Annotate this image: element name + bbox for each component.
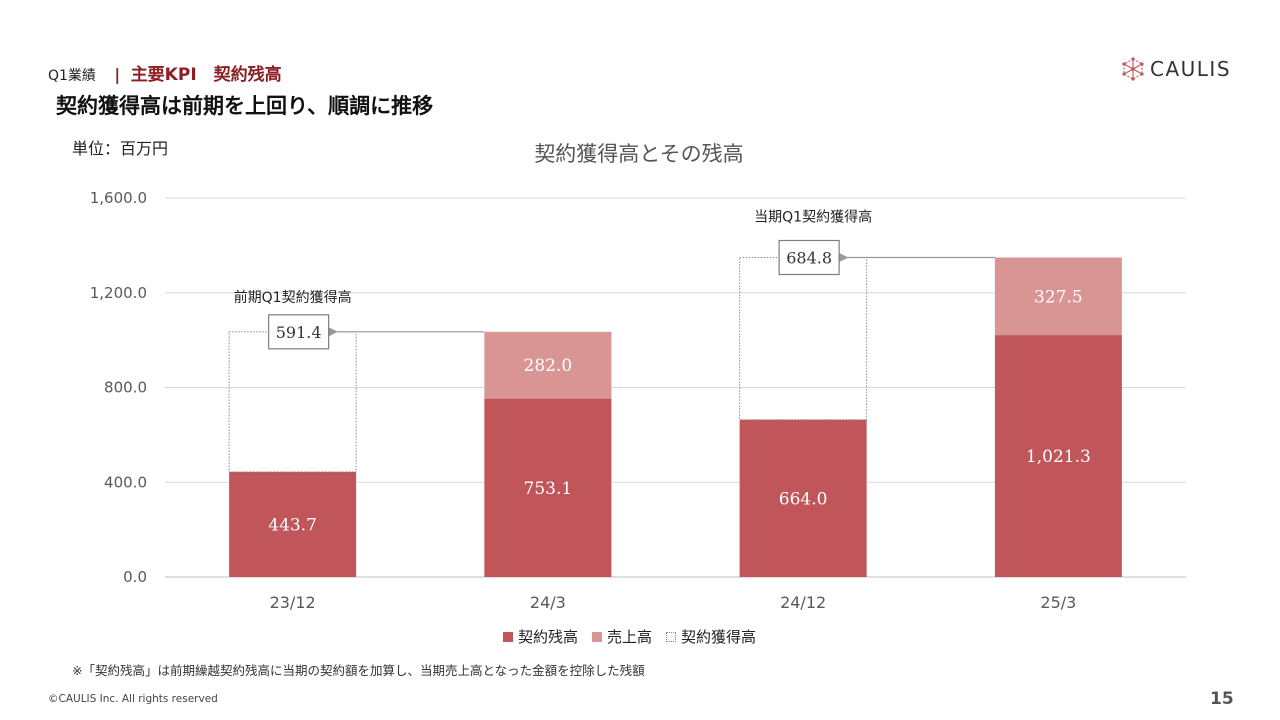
legend-label: 契約獲得高 xyxy=(681,628,757,646)
data-label: 327.5 xyxy=(1034,287,1083,307)
unit-label: 単位：百万円 xyxy=(72,139,169,158)
data-label: 1,021.3 xyxy=(1026,447,1091,467)
section-header: Q1業績 | 主要KPI 契約残高 xyxy=(48,60,282,85)
bar-contract-balance xyxy=(484,398,612,577)
annotation-label: 当期Q1契約獲得高 xyxy=(754,209,872,226)
brand-logo: CAULIS xyxy=(1122,57,1231,81)
value-box xyxy=(778,239,840,276)
network-hexagon-icon xyxy=(1122,57,1144,81)
bar-sales xyxy=(484,331,612,399)
value-box xyxy=(268,314,330,350)
page-number: 15 xyxy=(1210,689,1234,709)
bar-sales xyxy=(994,257,1122,336)
y-tick-label: 400.0 xyxy=(104,473,147,491)
x-tick-label: 24/12 xyxy=(780,593,826,612)
y-tick-label: 800.0 xyxy=(104,379,147,397)
legend-item-sales: 売上高 xyxy=(592,626,652,647)
bar-contract-balance xyxy=(994,335,1122,577)
bar-contract-balance xyxy=(229,471,357,577)
legend-swatch xyxy=(592,631,603,642)
legend-swatch xyxy=(666,631,677,642)
header-separator: | xyxy=(114,65,121,84)
data-label: 753.1 xyxy=(524,479,573,499)
footnote: ※「契約残高」は前期繰越契約残高に当期の契約額を加算し、当期売上高となった金額を… xyxy=(72,663,645,678)
bar-contract-acquisition xyxy=(739,257,868,421)
x-tick-label: 24/3 xyxy=(530,593,566,612)
page-headline: 契約獲得高は前期を上回り、順調に推移 xyxy=(56,94,434,118)
bar-contract-acquisition xyxy=(228,331,357,473)
legend-item-contract-balance: 契約残高 xyxy=(503,626,578,647)
bar-contract-balance xyxy=(739,419,867,577)
chart-title: 契約獲得高とその残高 xyxy=(534,142,743,166)
kpi-title: 主要KPI 契約残高 xyxy=(130,65,282,85)
x-tick-label: 23/12 xyxy=(270,593,316,612)
data-label: 664.0 xyxy=(779,489,828,509)
legend-label: 売上高 xyxy=(607,628,653,646)
x-tick-label: 25/3 xyxy=(1040,593,1076,612)
annotation-label: 前期Q1契約獲得高 xyxy=(234,289,352,306)
y-tick-label: 1,600.0 xyxy=(90,189,147,207)
chart-legend: 契約残高 売上高 契約獲得高 xyxy=(503,626,770,647)
legend-swatch xyxy=(503,631,513,642)
brand-name: CAULIS xyxy=(1150,57,1232,81)
data-label: 684.8 xyxy=(786,249,832,268)
legend-item-contract-acquisition: 契約獲得高 xyxy=(666,626,756,647)
section-label: Q1業績 xyxy=(48,68,96,84)
legend-label: 契約残高 xyxy=(518,628,579,646)
y-tick-label: 1,200.0 xyxy=(90,284,147,302)
data-label: 443.7 xyxy=(268,515,317,535)
data-label: 282.0 xyxy=(524,356,573,376)
y-tick-label: 0.0 xyxy=(123,568,147,586)
data-label: 591.4 xyxy=(276,323,322,342)
copyright: ©CAULIS Inc. All rights reserved xyxy=(48,693,218,705)
